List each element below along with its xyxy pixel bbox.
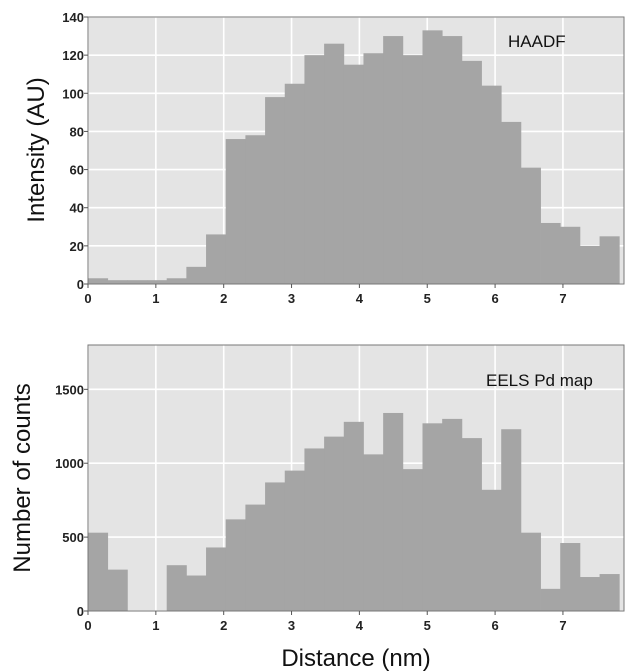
histogram-bar xyxy=(284,83,305,284)
histogram-bar xyxy=(579,245,600,284)
x-tick-label: 6 xyxy=(491,291,498,306)
x-tick-label: 3 xyxy=(288,291,295,306)
histogram-bar xyxy=(540,588,561,611)
x-tick-label: 0 xyxy=(84,618,91,633)
y-tick-label: 20 xyxy=(70,239,84,254)
x-tick-label: 0 xyxy=(84,291,91,306)
histogram-bar xyxy=(186,266,207,284)
y-tick-label: 40 xyxy=(70,201,84,216)
x-tick-label: 5 xyxy=(424,618,431,633)
histogram-bar xyxy=(343,64,364,284)
ylabel-eels: Number of counts xyxy=(9,383,36,572)
y-tick-label: 500 xyxy=(62,530,84,545)
bars-haadf xyxy=(88,30,620,285)
histogram-bar xyxy=(265,97,286,284)
histogram-bar xyxy=(107,569,128,611)
histogram-bar xyxy=(363,53,384,284)
histogram-bar xyxy=(206,547,227,611)
x-tick-label: 7 xyxy=(559,618,566,633)
histogram-bar xyxy=(599,574,620,611)
histogram-bar xyxy=(284,470,305,611)
histogram-bar xyxy=(324,43,345,285)
histogram-bar xyxy=(88,532,109,611)
histogram-bar xyxy=(363,454,384,611)
x-tick-label: 5 xyxy=(424,291,431,306)
plot-border-eels xyxy=(87,344,625,612)
y-tick-label: 100 xyxy=(62,86,84,101)
histogram-bar xyxy=(88,278,109,284)
histogram-bar xyxy=(442,36,463,285)
x-tick-label: 3 xyxy=(288,618,295,633)
y-tick-label: 80 xyxy=(70,124,84,139)
histogram-bar xyxy=(245,504,266,611)
histogram-bar xyxy=(442,418,463,611)
histogram-bar xyxy=(540,222,561,284)
x-tick-label: 6 xyxy=(491,618,498,633)
histogram-bar xyxy=(599,236,620,284)
histogram-bar xyxy=(560,543,581,611)
histogram-bar xyxy=(501,121,522,285)
plot-border-haadf xyxy=(87,16,625,285)
x-tick-label: 2 xyxy=(220,291,227,306)
histogram-bar xyxy=(501,429,522,611)
panel-haadf: 0 1 2 3 4 5 6 7 0 20 40 60 80 100 120 140 HAADF Intensi… xyxy=(23,10,625,306)
histogram-bar xyxy=(147,280,168,284)
x-tick-label: 4 xyxy=(356,291,364,306)
histogram-bar xyxy=(461,60,482,284)
histogram-bar xyxy=(304,55,325,285)
y-tick-label: 0 xyxy=(77,604,84,619)
annotation-haadf: HAADF xyxy=(508,32,566,51)
histogram-bar xyxy=(166,565,187,611)
histogram-bar xyxy=(560,226,581,284)
x-tick-label: 1 xyxy=(152,618,159,633)
y-tick-label: 120 xyxy=(62,48,84,63)
histogram-bar xyxy=(225,139,246,284)
histogram-bar xyxy=(324,436,345,611)
x-tick-label: 2 xyxy=(220,618,227,633)
annotation-eels: EELS Pd map xyxy=(486,371,593,390)
ticks-eels: 0 1 2 3 4 5 6 7 0 500 1000 1500 xyxy=(55,382,566,633)
histogram-bar xyxy=(265,482,286,611)
histogram-bar xyxy=(461,438,482,611)
histogram-bar xyxy=(402,469,423,611)
histogram-bar xyxy=(579,577,600,611)
histogram-bar xyxy=(520,167,541,284)
y-tick-label: 1000 xyxy=(55,456,84,471)
bars-eels xyxy=(88,412,620,611)
y-tick-label: 60 xyxy=(70,163,84,178)
histogram-bar xyxy=(245,135,266,284)
panel-eels: 0 1 2 3 4 5 6 7 0 500 1000 1500 EELS Pd map Number … xyxy=(9,344,625,672)
histogram-bar xyxy=(304,448,325,611)
histogram-bar xyxy=(422,423,443,611)
y-tick-label: 140 xyxy=(62,10,84,25)
histogram-bar xyxy=(383,412,404,611)
histogram-bar xyxy=(127,280,148,284)
xlabel-eels: Distance (nm) xyxy=(281,645,430,672)
x-tick-label: 7 xyxy=(559,291,566,306)
histogram-bar xyxy=(343,421,364,611)
histogram-bar xyxy=(383,36,404,285)
y-tick-label: 0 xyxy=(77,277,84,292)
histogram-bar xyxy=(402,55,423,285)
histogram-bar xyxy=(206,234,227,284)
x-tick-label: 1 xyxy=(152,291,159,306)
ylabel-haadf: Intensity (AU) xyxy=(23,77,50,222)
y-tick-label: 1500 xyxy=(55,382,84,397)
histogram-bar xyxy=(186,575,207,611)
histogram-bar xyxy=(481,85,502,285)
histogram-bar xyxy=(166,278,187,284)
histogram-bar xyxy=(422,30,443,284)
x-tick-label: 4 xyxy=(356,618,364,633)
histogram-bar xyxy=(107,280,128,284)
histogram-bar xyxy=(481,489,502,611)
histogram-bar xyxy=(520,532,541,611)
histogram-bar xyxy=(225,519,246,611)
ticks-haadf: 0 1 2 3 4 5 6 7 0 20 40 60 80 100 120 140 xyxy=(62,10,566,306)
